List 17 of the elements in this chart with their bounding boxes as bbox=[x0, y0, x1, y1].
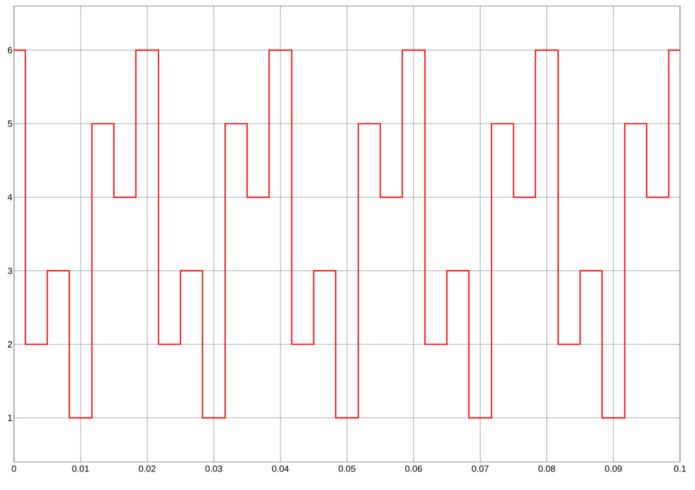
y-tick-label: 1 bbox=[8, 414, 12, 421]
x-tick-label: 0.02 bbox=[138, 466, 156, 472]
x-tick-label: 0.09 bbox=[605, 466, 622, 472]
x-tick-label: 0.1 bbox=[674, 466, 686, 472]
x-tick-label: 0.01 bbox=[72, 466, 89, 472]
y-tick-label: 6 bbox=[8, 46, 12, 54]
x-tick-label: 0.05 bbox=[338, 466, 356, 472]
x-tick-label: 0.06 bbox=[405, 466, 422, 472]
x-tick-label: 0.08 bbox=[538, 466, 556, 472]
y-tick-label: 3 bbox=[8, 268, 12, 274]
y-tick-label: 5 bbox=[8, 120, 12, 127]
y-tick-label: 4 bbox=[8, 194, 12, 200]
y-tick-label: 2 bbox=[8, 341, 12, 348]
x-tick-label: 0 bbox=[12, 466, 16, 472]
x-tick-label: 0.04 bbox=[272, 466, 289, 472]
x-tick-label: 0.03 bbox=[205, 466, 222, 472]
x-tick-label: 0.07 bbox=[472, 466, 488, 472]
